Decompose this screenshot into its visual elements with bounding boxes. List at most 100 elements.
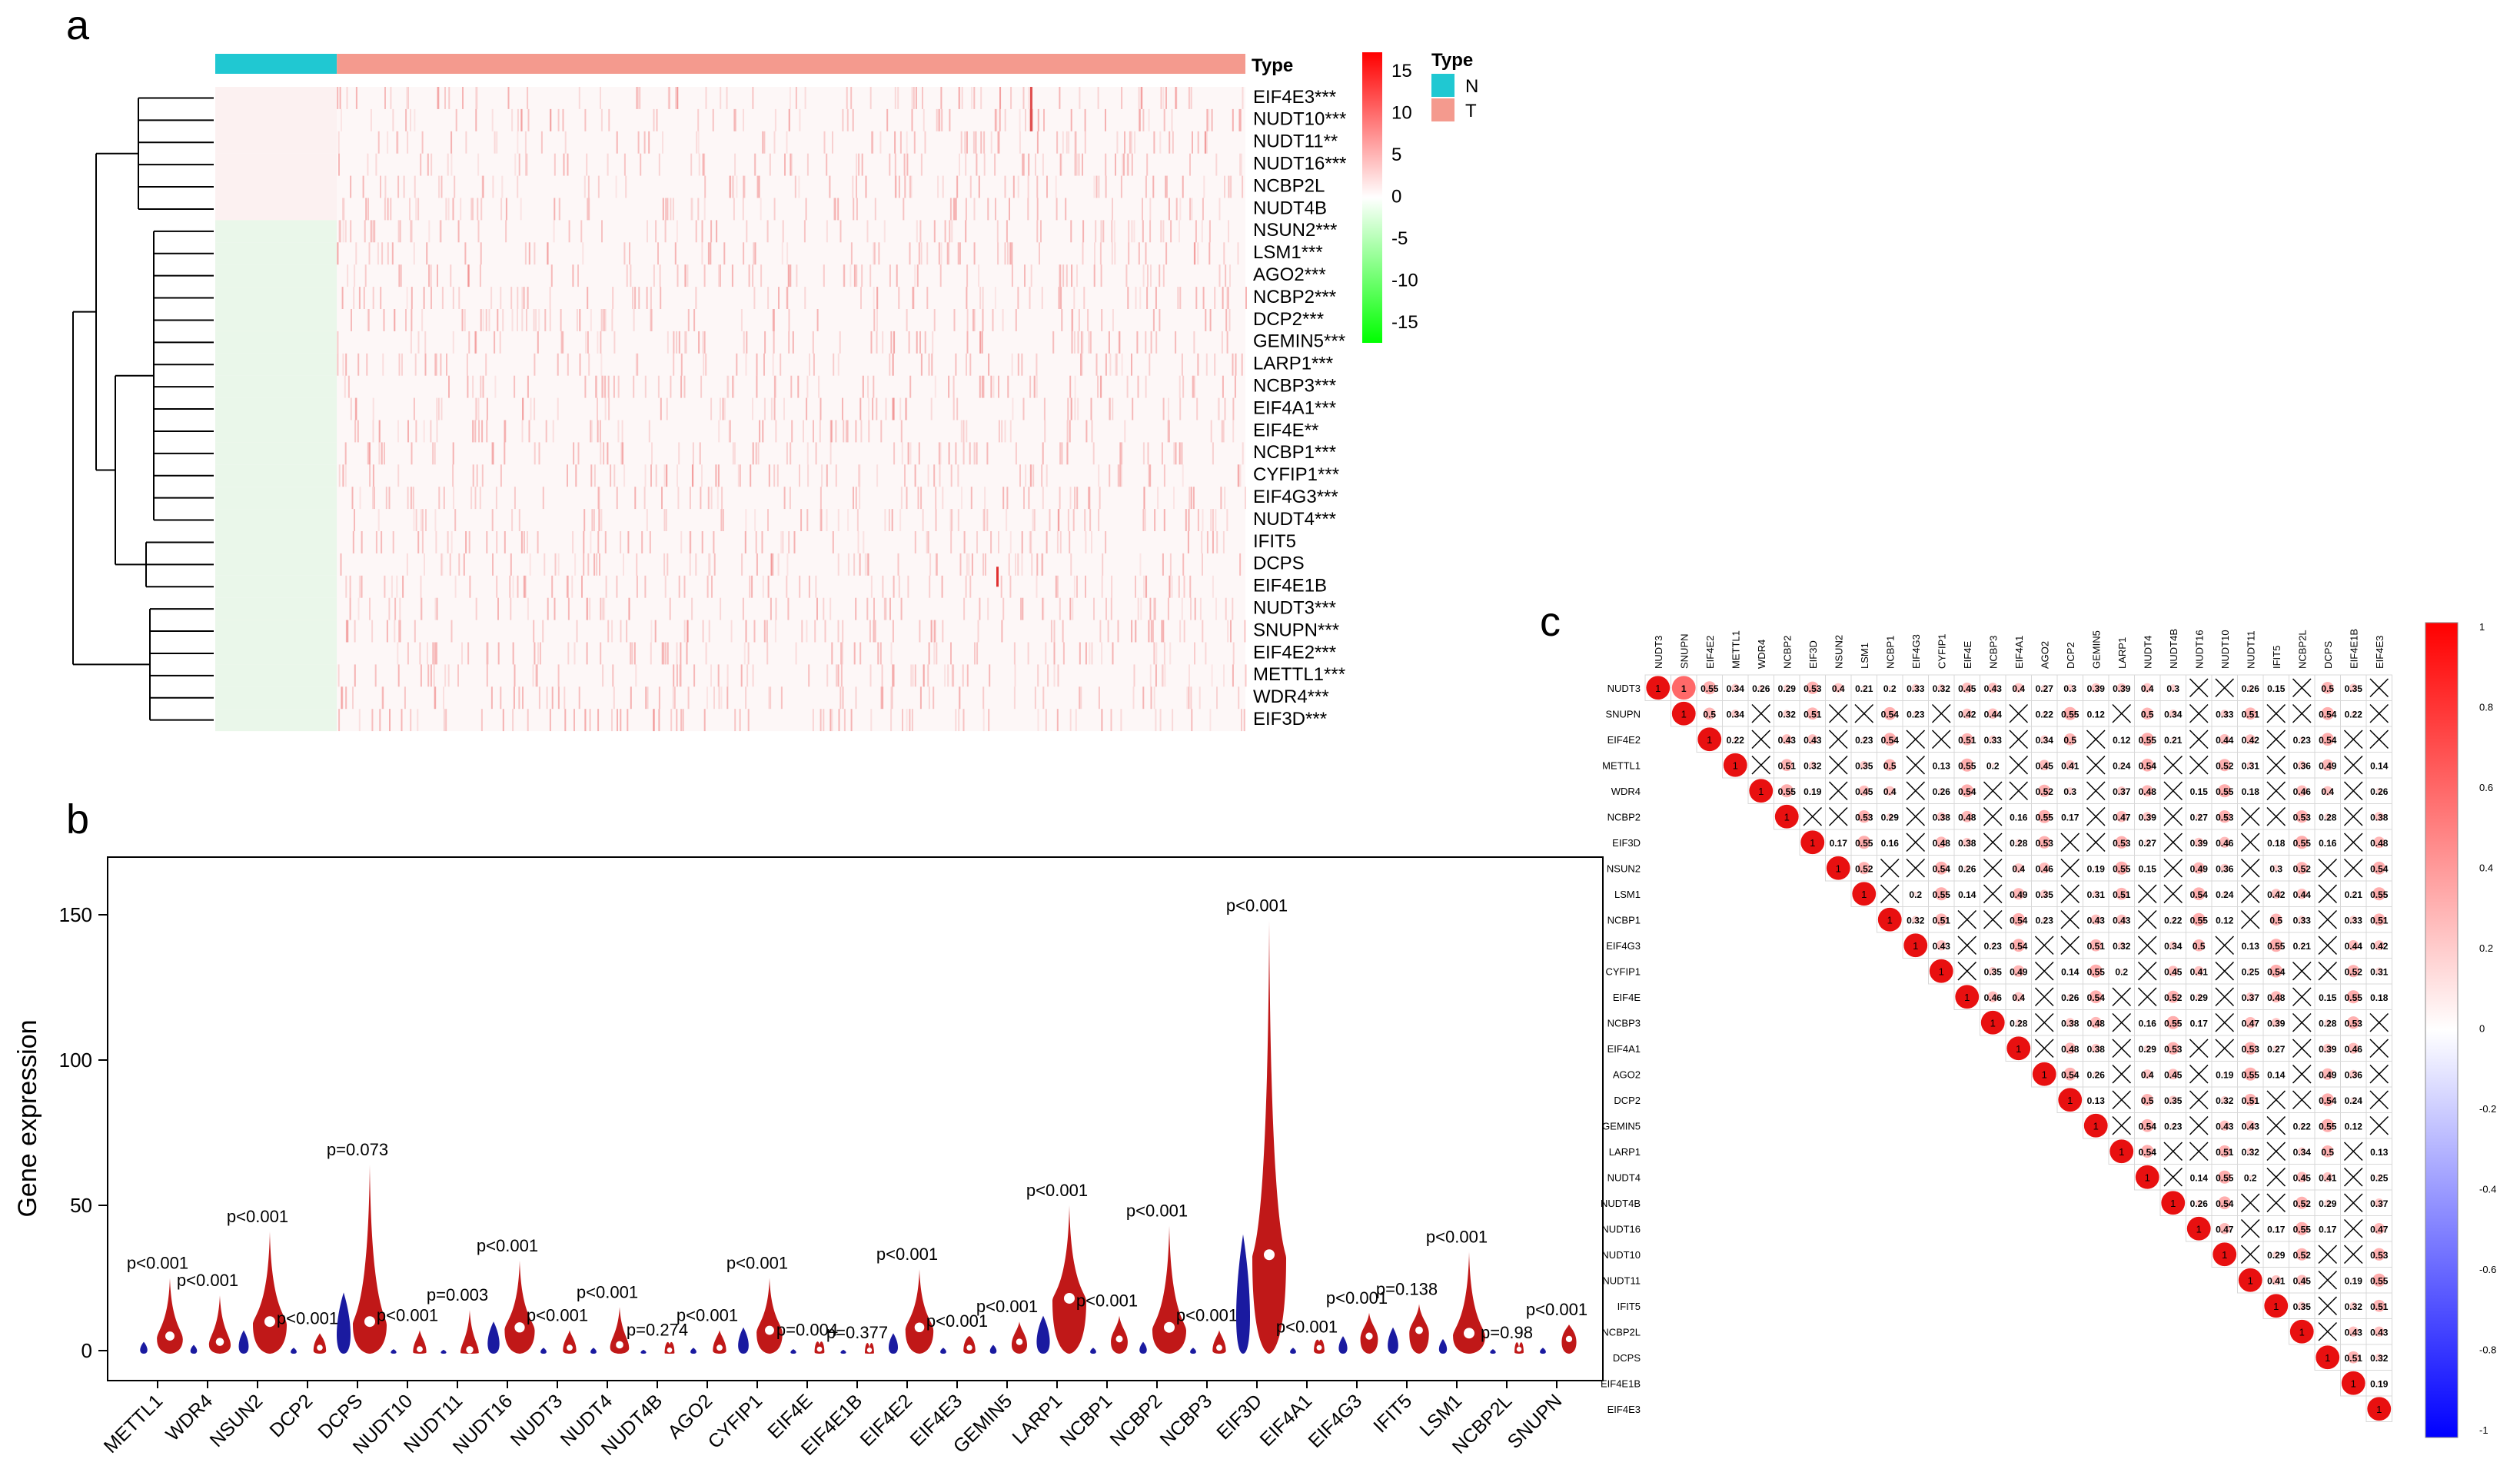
correlation-value: 0.55 [2190, 915, 2209, 926]
heatmap-cell [1214, 353, 1216, 376]
heatmap-cell [583, 531, 585, 553]
correlation-circle [2013, 992, 2023, 1002]
heatmap-cell [705, 87, 707, 109]
heatmap-cell [523, 287, 525, 309]
correlation-circle [2140, 1118, 2154, 1132]
heatmap-cell [1105, 175, 1107, 198]
heatmap-cell [1112, 642, 1114, 665]
heatmap-cell [1205, 642, 1207, 665]
insignificant-cross [2189, 1064, 2209, 1084]
diagonal-value: 1 [1939, 965, 1944, 977]
insignificant-cross [2292, 678, 2312, 698]
heatmap-cell [841, 642, 843, 665]
correlation-circle [2038, 836, 2051, 849]
correlation-circle [2324, 813, 2332, 820]
heatmap-cell [760, 198, 762, 221]
heatmap-cell [920, 153, 923, 176]
heatmap-cell [1154, 509, 1156, 531]
heatmap-cell [733, 175, 735, 198]
heatmap-cell [983, 131, 986, 154]
heatmap-cell [753, 153, 756, 176]
heatmap-cell [1123, 153, 1125, 176]
heatmap-cell [399, 220, 401, 243]
heatmap-cell [604, 309, 607, 331]
heatmap-cell [447, 664, 450, 687]
heatmap-cell [650, 642, 652, 665]
heatmap-cell [676, 709, 678, 732]
insignificant-cross [2189, 730, 2209, 749]
correlation-circle [2271, 1275, 2282, 1285]
p-value-label: p<0.001 [1126, 1201, 1188, 1220]
heatmap-cell [837, 353, 839, 376]
heatmap-cell [1033, 375, 1036, 398]
heatmap-cell [1222, 531, 1225, 553]
insignificant-cross [1828, 703, 1848, 723]
heatmap-cell [874, 620, 876, 643]
heatmap-cell [379, 709, 381, 732]
heatmap-cell [922, 509, 924, 531]
heatmap-row-tumor [351, 487, 1246, 510]
heatmap-cell [1062, 131, 1064, 154]
heatmap-cell [786, 575, 788, 598]
heatmap-cell [900, 487, 903, 510]
heatmap-cell [1142, 220, 1144, 243]
heatmap-cell [914, 464, 916, 487]
heatmap-cell [587, 175, 590, 198]
heatmap-cell [413, 242, 415, 265]
heatmap-cell [1245, 287, 1247, 309]
heatmap-cell [354, 420, 357, 443]
heatmap-cell [411, 287, 413, 309]
heatmap-cell [713, 686, 715, 710]
heatmap-cell [1225, 309, 1228, 331]
heatmap-cell [859, 464, 861, 487]
heatmap-cell [883, 220, 886, 243]
violin-tumor [1052, 1205, 1086, 1354]
median-dot [616, 1341, 623, 1349]
heatmap-cell [650, 464, 652, 487]
heatmap-row-tumor [342, 198, 1221, 221]
heatmap-cell [667, 331, 669, 354]
correlation-circle [1885, 786, 1895, 796]
heatmap-cell [683, 375, 686, 398]
correlation-circle [2245, 1120, 2256, 1131]
correlation-circle [1961, 682, 1973, 693]
insignificant-cross [2343, 833, 2363, 852]
heatmap-cell [626, 620, 628, 643]
heatmap-cell [723, 242, 726, 265]
heatmap-cell [665, 198, 667, 221]
heatmap-cell [1046, 175, 1048, 198]
correlation-value: 0.32 [2113, 941, 2131, 952]
heatmap-cell [918, 242, 920, 265]
heatmap-cell [1022, 153, 1024, 176]
heatmap-cell [350, 397, 352, 420]
insignificant-cross [2060, 833, 2080, 852]
heatmap-cell [415, 198, 417, 221]
correlation-circle [2066, 787, 2074, 795]
heatmap-cell [1194, 597, 1196, 620]
correlation-circle [2063, 706, 2077, 720]
correlation-value: 0.54 [1958, 786, 1976, 797]
heatmap-cell [636, 87, 638, 109]
heatmap-cell [1053, 664, 1056, 687]
heatmap-cell [1119, 442, 1122, 465]
median-dot [1164, 1321, 1175, 1333]
heatmap-cell [410, 331, 412, 354]
correlation-circle [2089, 964, 2103, 978]
heatmap-cell [843, 264, 846, 287]
correlation-value: 0.36 [2345, 1069, 2363, 1080]
heatmap-cell [699, 442, 701, 465]
heatmap-cell [581, 575, 583, 598]
correlation-value: 0.14 [2267, 1069, 2286, 1080]
heatmap-cell [660, 287, 662, 309]
correlation-value: 0.55 [2370, 889, 2389, 900]
heatmap-cell [349, 575, 351, 598]
heatmap-cell [919, 220, 922, 243]
heatmap-row-normal [215, 420, 337, 443]
heatmap-cell [644, 464, 647, 487]
heatmap-cell [842, 108, 844, 131]
heatmap-cell [866, 220, 869, 243]
insignificant-cross [2318, 936, 2338, 956]
heatmap-cell [687, 620, 689, 643]
x-tick-label: SNUPN [1504, 1390, 1567, 1453]
heatmap-cell [786, 442, 788, 465]
